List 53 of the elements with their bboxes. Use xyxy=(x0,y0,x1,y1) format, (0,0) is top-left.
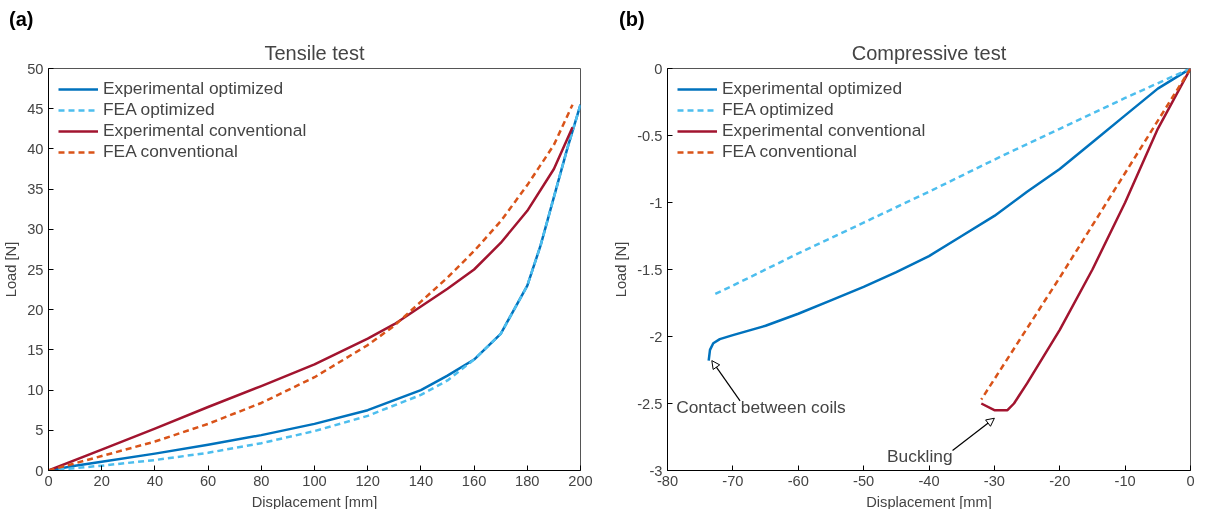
x-tick-label: -50 xyxy=(853,472,875,489)
legend-label: FEA conventional xyxy=(722,141,857,162)
chart-title: Compressive test xyxy=(851,41,1007,64)
y-tick-label: -2 xyxy=(649,328,663,345)
chart-title: Tensile test xyxy=(264,41,365,64)
y-tick-label: 30 xyxy=(27,221,44,238)
y-tick-label: 45 xyxy=(27,100,44,117)
x-tick-label: 160 xyxy=(461,472,487,489)
x-tick-label: 140 xyxy=(408,472,434,489)
x-tick-label: 100 xyxy=(302,472,327,489)
x-tick-label: -60 xyxy=(787,472,809,489)
x-tick-label: 80 xyxy=(253,472,270,489)
y-tick-label: -2.5 xyxy=(637,395,663,412)
x-axis-title: Displacement [mm] xyxy=(866,493,992,509)
y-tick-label: 25 xyxy=(27,261,44,278)
legend-label: FEA optimized xyxy=(103,99,215,120)
x-tick-label: 0 xyxy=(1186,472,1195,489)
y-tick-label: 15 xyxy=(27,341,44,358)
x-tick-label: 120 xyxy=(355,472,380,489)
text: (a) xyxy=(9,7,34,32)
x-tick-label: 180 xyxy=(515,472,540,489)
y-tick-label: -1.5 xyxy=(637,261,663,278)
y-axis-title: Load [N] xyxy=(613,241,630,298)
x-tick-label: -20 xyxy=(1049,472,1071,489)
x-tick-label: 60 xyxy=(199,472,217,489)
text: (b) xyxy=(619,7,645,32)
legend-label: FEA conventional xyxy=(103,141,238,162)
x-axis-title: Displacement [mm] xyxy=(251,493,378,509)
x-tick-label: -70 xyxy=(722,472,744,489)
y-tick-label: -1 xyxy=(649,194,663,211)
y-tick-label: 40 xyxy=(27,140,44,157)
legend-label: FEA optimized xyxy=(722,99,834,120)
annotation: Buckling xyxy=(887,446,953,467)
annotation: Contact between coils xyxy=(676,396,847,417)
x-tick-label: -10 xyxy=(1114,472,1136,489)
x-tick-label: -40 xyxy=(918,472,940,489)
legend-label: Experimental optimized xyxy=(722,78,903,99)
x-tick-label: 20 xyxy=(93,472,110,489)
x-tick-label: -30 xyxy=(983,472,1005,489)
y-tick-label: 50 xyxy=(27,60,44,77)
x-tick-label: 200 xyxy=(568,472,593,489)
y-tick-label: 5 xyxy=(35,422,44,439)
legend-label: Experimental conventional xyxy=(722,120,926,141)
y-tick-label: 0 xyxy=(654,60,663,77)
line-series xyxy=(712,68,1191,297)
x-tick-label: 40 xyxy=(146,472,164,489)
y-axis-title: Load [N] xyxy=(3,241,20,298)
y-tick-label: 20 xyxy=(27,301,44,318)
y-tick-label: -0.5 xyxy=(637,127,663,144)
legend-label: Experimental conventional xyxy=(103,120,307,141)
y-tick-label: 35 xyxy=(27,181,44,198)
y-tick-label: 10 xyxy=(27,382,44,399)
legend-label: Experimental optimized xyxy=(103,78,284,99)
